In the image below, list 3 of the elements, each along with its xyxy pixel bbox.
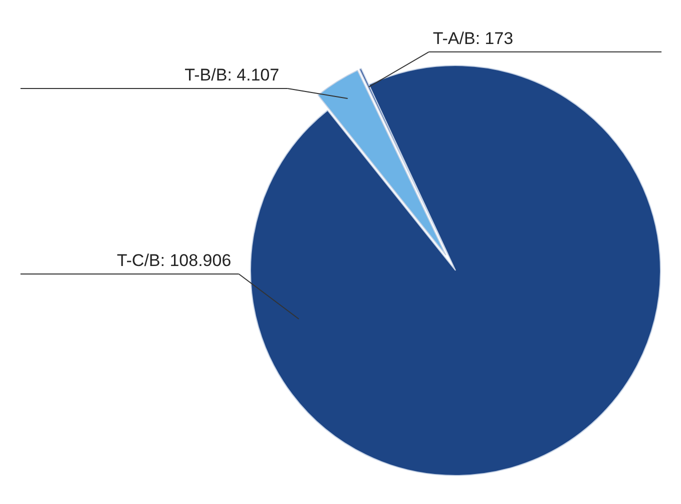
slice-label: T-C/B: 108.906 <box>116 250 232 270</box>
slice-label: T-A/B: 173 <box>432 28 514 48</box>
slice-label: T-B/B: 4.107 <box>184 66 280 84</box>
